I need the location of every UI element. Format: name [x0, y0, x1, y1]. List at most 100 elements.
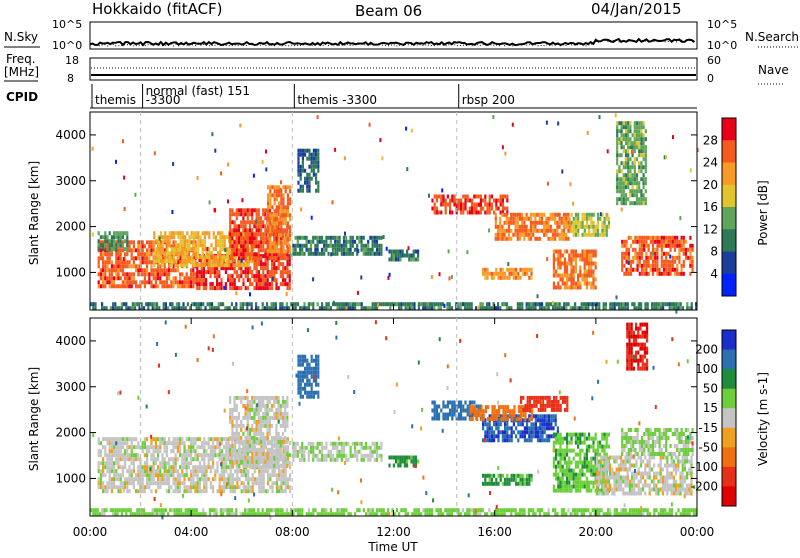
heatmap-cell [173, 255, 175, 259]
heatmap-cell [260, 408, 262, 412]
heatmap-cell [282, 221, 284, 225]
heatmap-cell [100, 276, 102, 280]
heatmap-cell [177, 247, 179, 251]
heatmap-cell [683, 260, 685, 264]
heatmap-cell [301, 458, 303, 462]
heatmap-cell [343, 244, 345, 248]
heatmap-cell [563, 225, 565, 229]
heatmap-cell [150, 445, 152, 449]
heatmap-cell [177, 489, 179, 493]
heatmap-cell [201, 270, 203, 274]
heatmap-cell [639, 252, 641, 256]
heatmap-cell [347, 248, 349, 252]
heatmap-cell [282, 432, 284, 436]
heatmap-cell [100, 485, 102, 489]
heatmap-cell [120, 243, 122, 247]
heatmap-cell [182, 239, 184, 243]
heatmap-cell [297, 454, 299, 458]
heatmap-cell [247, 448, 249, 452]
heatmap-cell [363, 252, 365, 256]
heatmap-cell [206, 231, 208, 235]
heatmap-cell [123, 302, 125, 306]
heatmap-cell [148, 481, 150, 485]
heatmap-cell [515, 213, 517, 217]
heatmap-cell [577, 274, 579, 278]
heatmap-cell [205, 278, 207, 282]
cpid-label: CPID [6, 90, 38, 104]
heatmap-cell [182, 259, 184, 263]
heatmap-cell [264, 440, 266, 444]
heatmap-cell [504, 233, 506, 237]
heatmap-cell [519, 225, 521, 229]
heatmap-cell [548, 229, 550, 233]
heatmap-cell [144, 441, 146, 445]
heatmap-cell [597, 221, 599, 225]
heatmap-cell [264, 396, 266, 400]
heatmap-cell [297, 149, 299, 153]
heatmap-cell [297, 169, 299, 173]
heatmap-cell [199, 263, 201, 267]
heatmap-cell [260, 440, 262, 444]
heatmap-cell [170, 465, 172, 469]
heatmap-cell [634, 248, 636, 252]
heatmap-cell [665, 155, 667, 159]
heatmap-cell [278, 485, 280, 489]
heatmap-cell [160, 231, 162, 235]
heatmap-cell [131, 272, 133, 276]
heatmap-cell [209, 286, 211, 290]
heatmap-cell [150, 268, 152, 272]
heatmap-cell [111, 465, 113, 469]
heatmap-cell [621, 137, 623, 141]
heatmap-cell [285, 217, 287, 221]
power-ylabel: Slant Range [km] [27, 161, 41, 265]
heatmap-cell [553, 274, 555, 278]
heatmap-cell [245, 412, 247, 416]
heatmap-cell [239, 124, 241, 128]
heatmap-cell [100, 449, 102, 453]
heatmap-cell [236, 420, 238, 424]
heatmap-cell [148, 252, 150, 256]
heatmap-cell [661, 264, 663, 268]
heatmap-cell [511, 268, 513, 272]
heatmap-cell [528, 233, 530, 237]
heatmap-cell [133, 248, 135, 252]
heatmap-cell [639, 260, 641, 264]
heatmap-cell [194, 449, 196, 453]
heatmap-cell [343, 236, 345, 240]
heatmap-cell [242, 270, 244, 274]
heatmap-cell [260, 244, 262, 248]
heatmap-cell [462, 207, 464, 211]
heatmap-cell [573, 266, 575, 270]
heatmap-cell [308, 185, 310, 189]
heatmap-cell [231, 248, 233, 252]
heatmap-cell [208, 445, 210, 449]
heatmap-cell [256, 460, 258, 464]
heatmap-cell [238, 236, 240, 240]
heatmap-cell [302, 169, 304, 173]
heatmap-cell [126, 264, 128, 268]
heatmap-cell [203, 469, 205, 473]
heatmap-cell [98, 461, 100, 465]
heatmap-cell [512, 217, 514, 221]
heatmap-cell [280, 229, 282, 233]
heatmap-cell [219, 477, 221, 481]
heatmap-cell [358, 236, 360, 240]
heatmap-cell [577, 213, 579, 217]
heatmap-cell [376, 446, 378, 450]
heatmap-cell [508, 221, 510, 225]
heatmap-cell [177, 255, 179, 259]
heatmap-cell [442, 413, 444, 417]
heatmap-cell [183, 465, 185, 469]
heatmap-cell [495, 268, 497, 272]
heatmap-cell [113, 441, 115, 445]
heatmap-cell [308, 454, 310, 458]
heatmap-cell [334, 236, 336, 240]
heatmap-cell [115, 449, 117, 453]
heatmap-cell [645, 201, 647, 205]
heatmap-cell [206, 247, 208, 251]
heatmap-cell [636, 145, 638, 149]
heatmap-cell [273, 396, 275, 400]
heatmap-cell [240, 396, 242, 400]
heatmap-cell [120, 235, 122, 239]
heatmap-cell [282, 217, 284, 221]
